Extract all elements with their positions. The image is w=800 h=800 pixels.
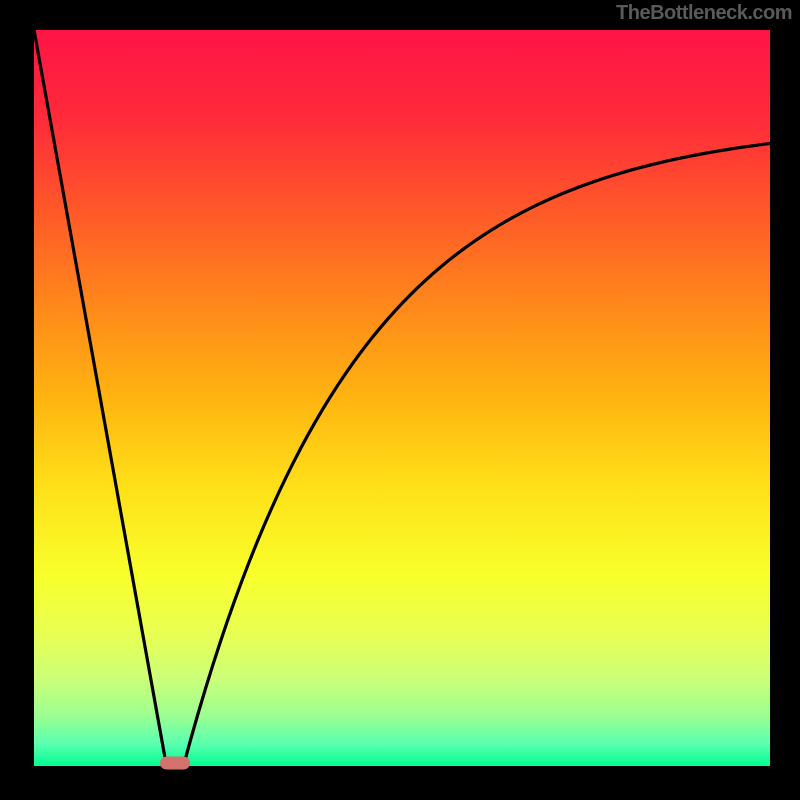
plot-area [34,30,770,766]
bottleneck-curve [34,30,770,766]
chart-container: { "watermark": { "text": "TheBottleneck.… [0,0,800,800]
optimal-point-marker [160,757,190,770]
watermark-text: TheBottleneck.com [616,2,792,25]
curve-path [34,30,770,766]
